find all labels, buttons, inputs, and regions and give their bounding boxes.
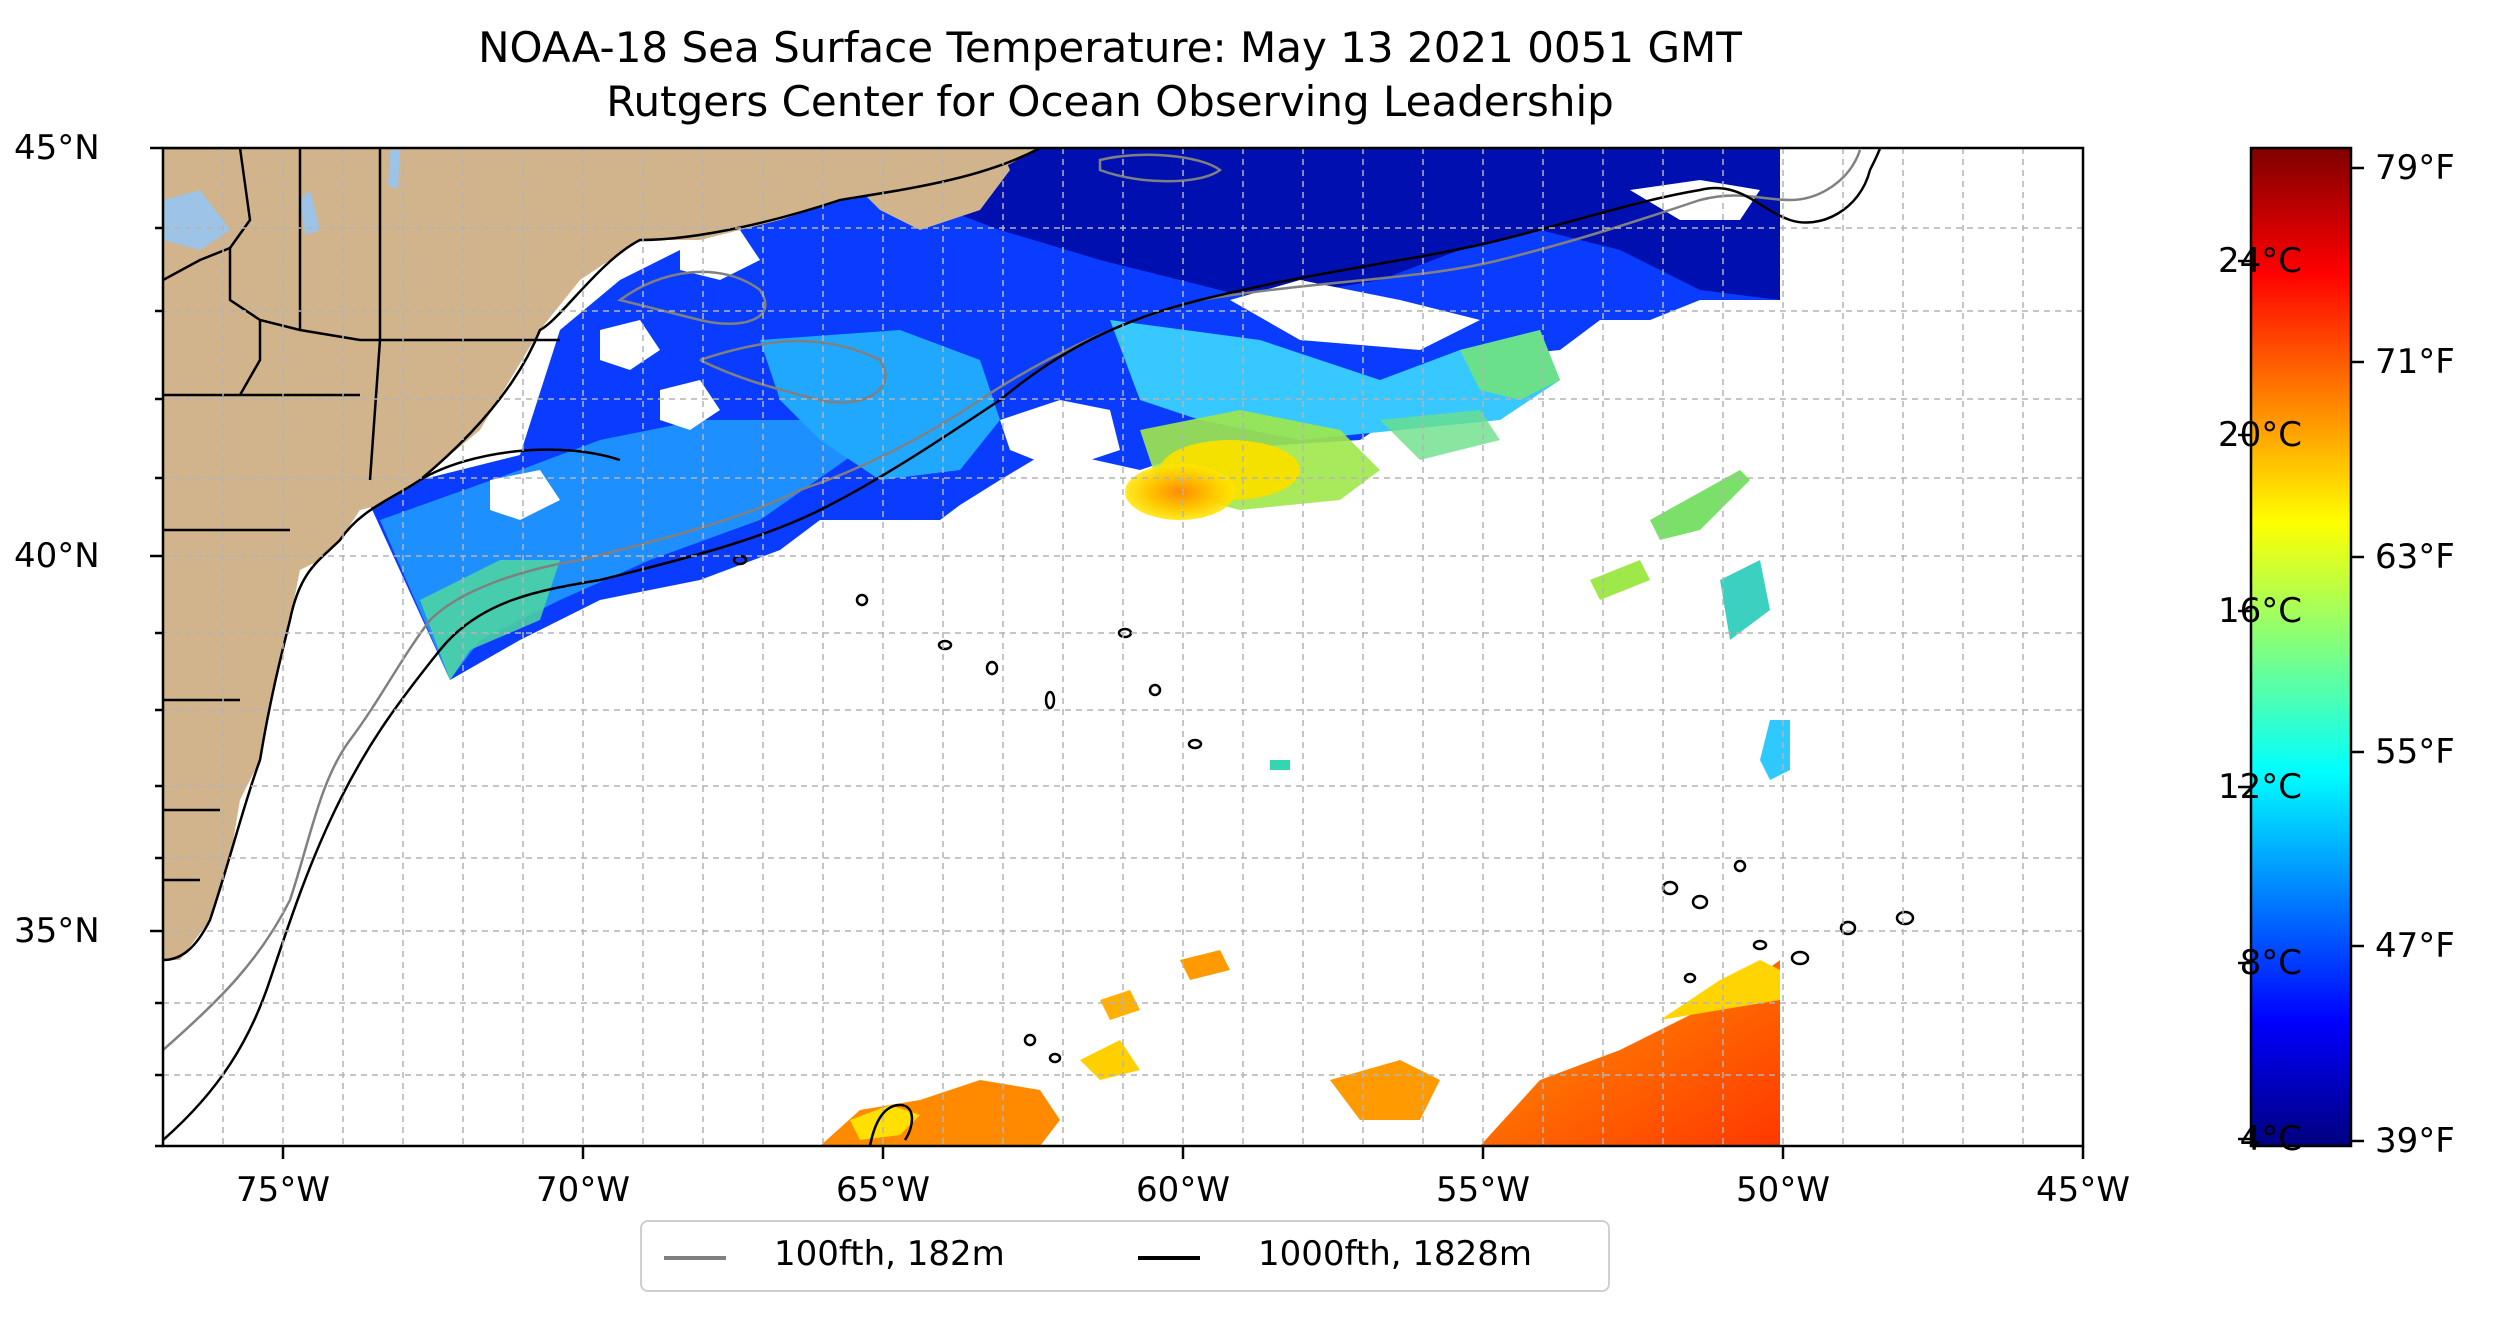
colorbar-celsius-4: 4°C <box>2239 1119 2302 1159</box>
lon-tick-45w: 45°W <box>2036 1170 2130 1210</box>
coastline-borders <box>163 148 1041 962</box>
map-subtitle: Rutgers Center for Ocean Observing Leade… <box>606 77 1614 126</box>
sst-swath-south <box>820 950 1780 1146</box>
colorbar-ticks <box>2238 166 2364 1143</box>
contour-legend: 100fth, 182m 1000fth, 1828m <box>640 1220 1610 1292</box>
lon-tick-70w: 70°W <box>536 1170 630 1210</box>
colorbar-fahrenheit-79: 79°F <box>2375 148 2455 188</box>
lakes <box>163 150 400 250</box>
sst-patches-east <box>1270 470 1790 780</box>
lon-tick-65w: 65°W <box>836 1170 930 1210</box>
colorbar-fahrenheit-47: 47°F <box>2375 926 2455 966</box>
colorbar-fahrenheit-55: 55°F <box>2375 732 2455 772</box>
legend-swatch-100fth <box>664 1256 726 1260</box>
map-gridlines <box>163 148 2083 1146</box>
lon-tick-75w: 75°W <box>236 1170 330 1210</box>
map-title: NOAA-18 Sea Surface Temperature: May 13 … <box>478 23 1742 72</box>
lat-tick-40n: 40°N <box>14 536 100 576</box>
legend-swatch-1000fth <box>1138 1256 1200 1260</box>
lat-tick-35n: 35°N <box>14 911 100 951</box>
legend-label-1000fth: 1000fth, 1828m <box>1258 1234 1533 1274</box>
colorbar-frame <box>2249 146 2353 1148</box>
colorbar-celsius-16: 16°C <box>2217 591 2302 631</box>
map-frame <box>161 146 2085 1148</box>
colorbar-fahrenheit-71: 71°F <box>2375 342 2455 382</box>
lon-tick-60w: 60°W <box>1136 1170 1230 1210</box>
colorbar-celsius-24: 24°C <box>2217 241 2302 281</box>
lon-tick-50w: 50°W <box>1736 1170 1830 1210</box>
colorbar-fahrenheit-39: 39°F <box>2375 1121 2455 1161</box>
colorbar-fahrenheit-63: 63°F <box>2375 537 2455 577</box>
map-area <box>163 148 2083 1146</box>
colorbar-celsius-20: 20°C <box>2217 415 2302 455</box>
legend-label-100fth: 100fth, 182m <box>774 1234 1005 1274</box>
lat-tick-45n: 45°N <box>14 128 100 168</box>
colorbar-celsius-12: 12°C <box>2217 767 2302 807</box>
land-mass <box>163 148 1040 960</box>
lon-tick-55w: 55°W <box>1436 1170 1530 1210</box>
colorbar-gradient <box>2251 148 2351 1146</box>
colorbar-celsius-8: 8°C <box>2239 943 2302 983</box>
axis-ticks <box>150 146 2085 1159</box>
